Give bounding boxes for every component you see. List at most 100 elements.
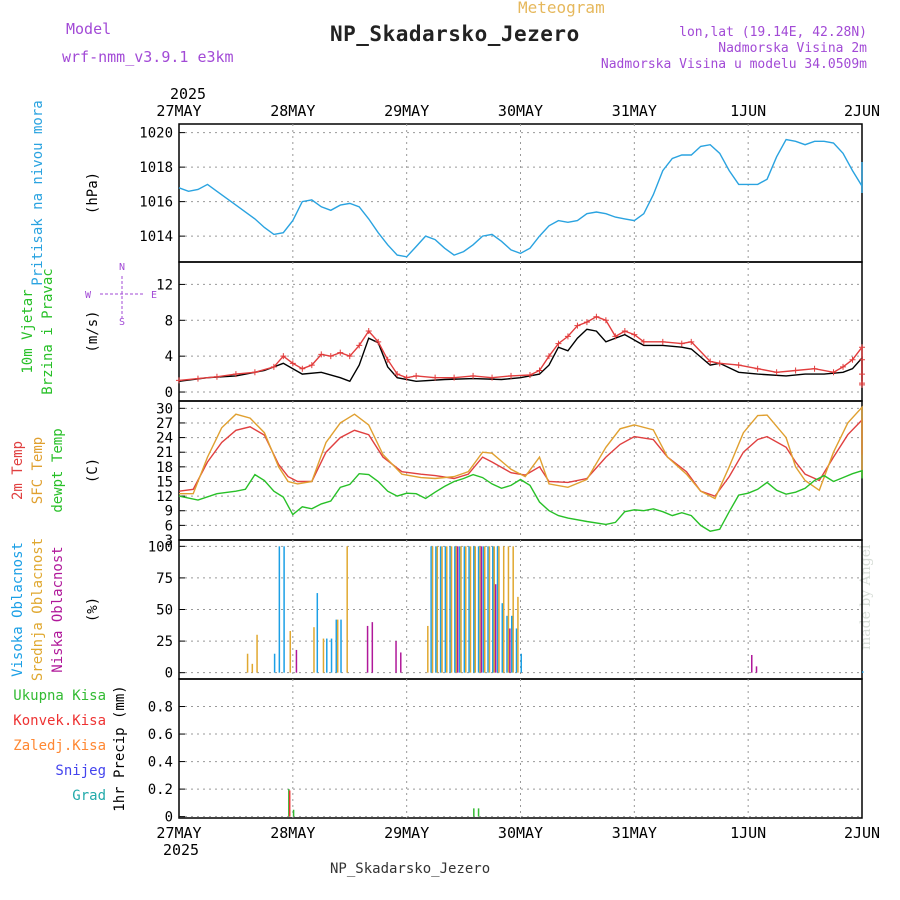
y-tick-label: 0 — [165, 385, 173, 401]
gust-marker — [251, 369, 258, 376]
bar-cloud — [463, 546, 466, 673]
page-title: NP_Skadarsko_Jezero — [330, 22, 580, 46]
bar-cloud — [444, 546, 447, 673]
panel-pressure — [178, 123, 863, 263]
gust-marker — [811, 365, 818, 372]
gust-marker — [859, 371, 865, 378]
unit-label: (%) — [85, 597, 101, 622]
gust-marker — [754, 365, 761, 372]
x-tick-label-bottom: 28MAY — [270, 824, 315, 842]
bar-cloud — [862, 671, 864, 673]
bar-cloud — [273, 653, 276, 673]
gust-marker — [194, 375, 201, 382]
gust-marker — [859, 381, 865, 388]
axis-title-srednjaoblacnost: Srednja Oblacnost — [30, 538, 46, 681]
bar-cloud — [515, 628, 518, 673]
panel-temperature — [178, 400, 863, 541]
bar-cloud — [460, 546, 462, 673]
gust-marker — [346, 353, 353, 360]
gust-marker — [489, 374, 496, 381]
gust-marker — [840, 363, 847, 370]
bar-cloud — [455, 546, 458, 673]
gust-marker — [213, 373, 220, 380]
model-label: Model — [66, 20, 112, 38]
series-line-2m-temp — [178, 418, 863, 497]
bar-cloud — [430, 546, 432, 673]
gust-marker — [593, 313, 600, 320]
gust-marker — [602, 317, 609, 324]
x-tick-label-top: 1JUN — [730, 102, 766, 120]
bar-cloud — [395, 641, 397, 673]
x-tick-label-top: 31MAY — [612, 102, 657, 120]
y-tick-label: 1014 — [139, 229, 173, 245]
y-tick-label: 0.6 — [148, 727, 173, 743]
gust-marker — [583, 319, 590, 326]
panel-frame — [178, 261, 863, 402]
y-tick-label: 75 — [156, 571, 173, 587]
gust-marker — [394, 371, 401, 378]
bar-cloud — [492, 546, 494, 673]
series-line-sfc-temp — [179, 405, 863, 500]
gust-marker — [612, 333, 619, 340]
year-label-bottom: 2025 — [163, 841, 199, 859]
x-tick-label-bottom: 31MAY — [612, 824, 657, 842]
meteogram-label: Meteogram — [518, 0, 605, 17]
bar-cloud — [456, 546, 459, 673]
gust-marker — [508, 372, 515, 379]
bar-cloud — [512, 546, 514, 673]
panel-cloud — [178, 539, 864, 680]
bar-precip — [473, 808, 475, 817]
bar-cloud — [400, 652, 402, 673]
footer-station: NP_Skadarsko_Jezero — [330, 861, 491, 877]
axis-title-pritisaknanivoumora: Pritisak na nivou mora — [30, 100, 46, 285]
bar-cloud — [450, 546, 453, 673]
bar-cloud — [502, 546, 505, 673]
bar-cloud — [283, 546, 285, 673]
bar-cloud — [468, 546, 470, 673]
bar-cloud — [322, 638, 325, 673]
bar-cloud — [480, 546, 483, 673]
gust-marker — [289, 360, 296, 367]
y-tick-label: 30 — [156, 401, 173, 417]
model-elevation-label: Nadmorska Visina u modelu 34.0509m — [600, 57, 867, 72]
bar-cloud — [427, 625, 429, 673]
gust-marker — [792, 367, 799, 374]
axis-title-mvjetar: 10m Vjetar — [20, 289, 36, 373]
panel-precip — [178, 678, 863, 819]
bar-cloud — [371, 622, 374, 673]
bar-cloud — [487, 546, 489, 673]
x-tick-label-bottom: 1JUN — [730, 824, 766, 842]
compass-n: N — [119, 262, 125, 273]
bar-cloud — [469, 546, 472, 673]
elevation-label: Nadmorska Visina 2m — [718, 41, 867, 56]
bar-cloud — [431, 546, 434, 673]
bar-cloud — [751, 654, 753, 673]
legend-snijeg: Snijeg — [55, 763, 106, 779]
bar-cloud — [458, 546, 461, 673]
y-tick-label: 27 — [156, 416, 173, 432]
year-label-top: 2025 — [170, 85, 206, 103]
y-tick-label: 0 — [165, 666, 173, 682]
gust-marker — [621, 328, 628, 335]
gust-marker — [859, 344, 865, 351]
bar-cloud — [366, 625, 369, 673]
y-tick-label: 1018 — [139, 160, 173, 176]
legend-grad: Grad — [72, 788, 106, 804]
bar-cloud — [496, 546, 499, 673]
gust-marker — [564, 333, 571, 340]
y-tick-label: 21 — [156, 445, 173, 461]
panel-frame — [178, 123, 863, 263]
y-tick-label: 3 — [165, 533, 173, 549]
bar-cloud — [295, 649, 298, 673]
gust-marker — [631, 331, 638, 338]
bar-cloud — [506, 615, 508, 673]
gust-marker — [688, 338, 695, 345]
y-tick-label: 8 — [165, 313, 173, 329]
bar-cloud — [474, 546, 476, 673]
gust-marker — [318, 351, 325, 358]
legend-ukupnakisa: Ukupna Kisa — [13, 688, 106, 704]
gust-marker — [830, 369, 837, 376]
bar-cloud — [446, 546, 448, 673]
series-line-dewpt-temp — [178, 469, 863, 532]
bar-cloud — [473, 546, 475, 673]
